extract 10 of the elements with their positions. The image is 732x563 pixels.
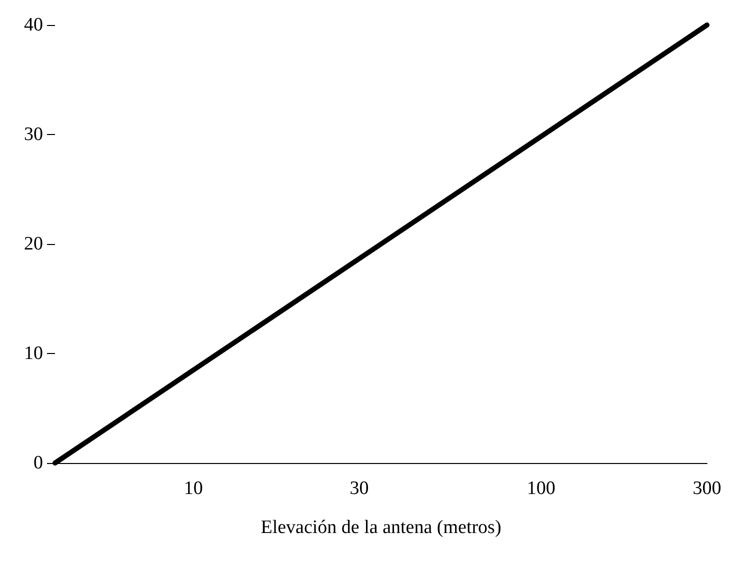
x-tick-label: 300 [692, 478, 722, 499]
y-tick-label: 0 [34, 452, 43, 474]
y-tick-label: 10 [24, 343, 43, 364]
x-tick-label: 10 [184, 478, 203, 499]
y-tick-label: 30 [24, 124, 43, 145]
x-tick-label: 100 [526, 478, 556, 499]
y-tick-label: 40 [24, 14, 43, 36]
x-tick-label: 30 [350, 478, 369, 499]
x-axis-title: Elevación de la antena (metros) [260, 517, 502, 538]
y-tick-label: 20 [24, 234, 43, 254]
